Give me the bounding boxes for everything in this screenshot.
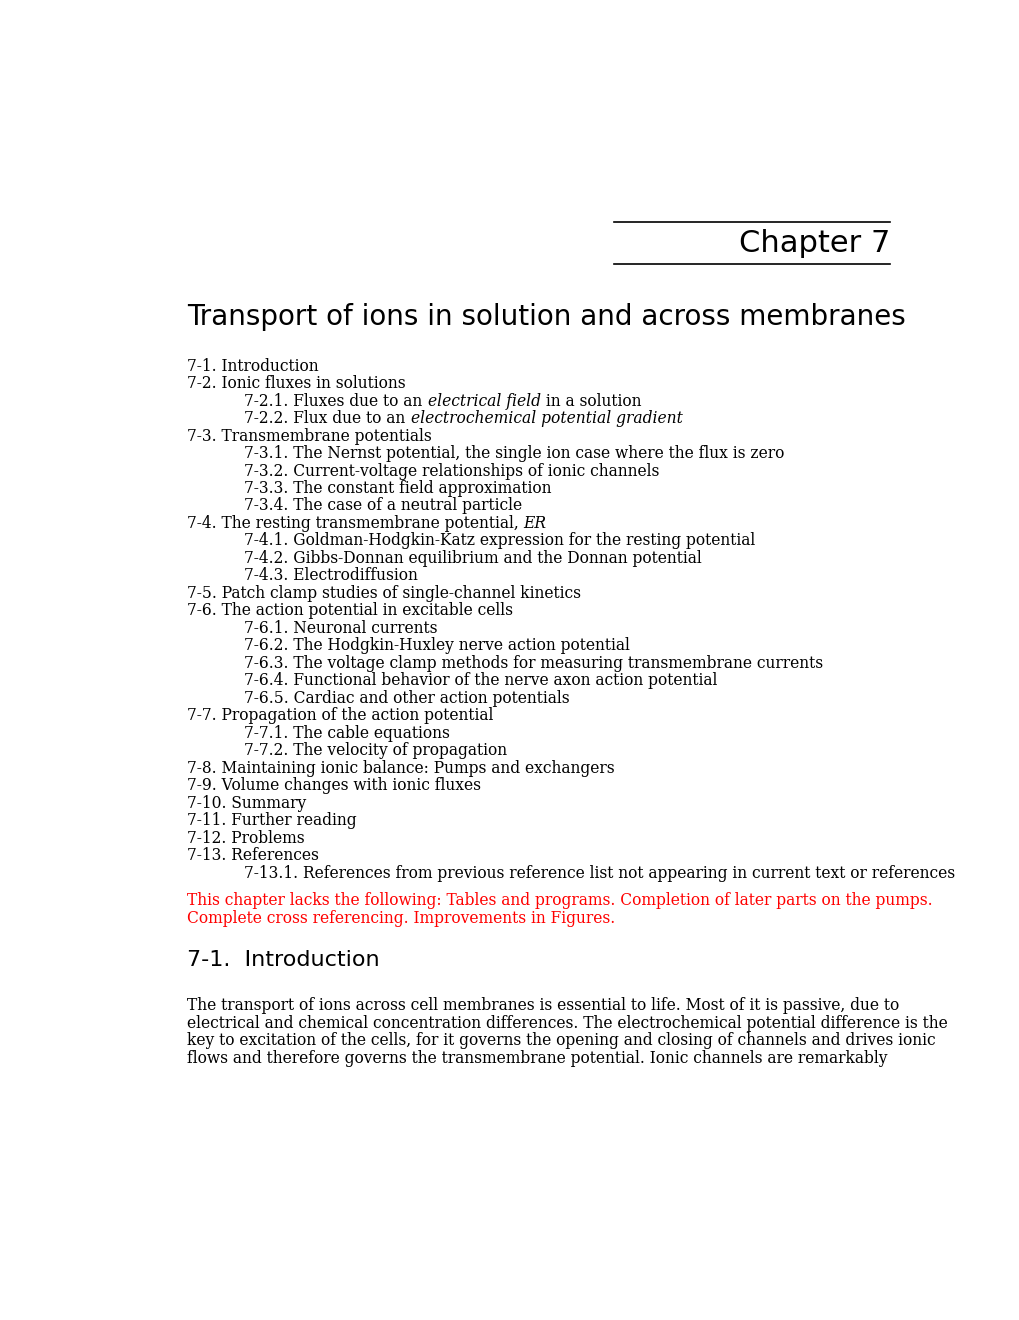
- Text: flows and therefore governs the transmembrane potential. Ionic channels are rema: flows and therefore governs the transmem…: [186, 1049, 887, 1067]
- Text: 7-9. Volume changes with ionic fluxes: 7-9. Volume changes with ionic fluxes: [186, 777, 480, 795]
- Text: 7-4.1. Goldman-Hodgkin-Katz expression for the resting potential: 7-4.1. Goldman-Hodgkin-Katz expression f…: [245, 532, 755, 549]
- Text: 7-2.2. Flux due to an: 7-2.2. Flux due to an: [245, 411, 411, 428]
- Text: in a solution: in a solution: [540, 392, 641, 409]
- Text: electrochemical potential gradient: electrochemical potential gradient: [411, 411, 682, 428]
- Text: 7-2. Ionic fluxes in solutions: 7-2. Ionic fluxes in solutions: [186, 375, 405, 392]
- Text: 7-6. The action potential in excitable cells: 7-6. The action potential in excitable c…: [186, 602, 513, 619]
- Text: 7-4. The resting transmembrane potential,: 7-4. The resting transmembrane potential…: [186, 515, 523, 532]
- Text: 7-1.  Introduction: 7-1. Introduction: [186, 950, 379, 970]
- Text: 7-5. Patch clamp studies of single-channel kinetics: 7-5. Patch clamp studies of single-chann…: [186, 585, 580, 602]
- Text: 7-4.2. Gibbs-Donnan equilibrium and the Donnan potential: 7-4.2. Gibbs-Donnan equilibrium and the …: [245, 550, 701, 566]
- Text: Transport of ions in solution and across membranes: Transport of ions in solution and across…: [186, 302, 905, 331]
- Text: key to excitation of the cells, for it governs the opening and closing of channe: key to excitation of the cells, for it g…: [186, 1032, 934, 1049]
- Text: 7-6.3. The voltage clamp methods for measuring transmembrane currents: 7-6.3. The voltage clamp methods for mea…: [245, 655, 822, 672]
- Text: 7-6.4. Functional behavior of the nerve axon action potential: 7-6.4. Functional behavior of the nerve …: [245, 672, 717, 689]
- Text: 7-12. Problems: 7-12. Problems: [186, 830, 304, 846]
- Text: 7-8. Maintaining ionic balance: Pumps and exchangers: 7-8. Maintaining ionic balance: Pumps an…: [186, 760, 613, 776]
- Text: 7-7.1. The cable equations: 7-7.1. The cable equations: [245, 725, 450, 742]
- Text: 7-6.5. Cardiac and other action potentials: 7-6.5. Cardiac and other action potentia…: [245, 690, 570, 706]
- Text: The transport of ions across cell membranes is essential to life. Most of it is : The transport of ions across cell membra…: [186, 997, 898, 1014]
- Text: 7-3.1. The Nernst potential, the single ion case where the flux is zero: 7-3.1. The Nernst potential, the single …: [245, 445, 784, 462]
- Text: 7-3.3. The constant field approximation: 7-3.3. The constant field approximation: [245, 480, 551, 498]
- Text: 7-7.2. The velocity of propagation: 7-7.2. The velocity of propagation: [245, 742, 507, 759]
- Text: 7-6.1. Neuronal currents: 7-6.1. Neuronal currents: [245, 620, 437, 636]
- Text: 7-3.4. The case of a neutral particle: 7-3.4. The case of a neutral particle: [245, 498, 522, 515]
- Text: This chapter lacks the following: Tables and programs. Completion of later parts: This chapter lacks the following: Tables…: [186, 892, 931, 909]
- Text: 7-1. Introduction: 7-1. Introduction: [186, 358, 318, 375]
- Text: 7-4.3. Electrodiffusion: 7-4.3. Electrodiffusion: [245, 568, 418, 585]
- Text: electrical and chemical concentration differences. The electrochemical potential: electrical and chemical concentration di…: [186, 1015, 947, 1032]
- Text: 7-10. Summary: 7-10. Summary: [186, 795, 306, 812]
- Text: 7-6.2. The Hodgkin-Huxley nerve action potential: 7-6.2. The Hodgkin-Huxley nerve action p…: [245, 638, 630, 655]
- Text: Complete cross referencing. Improvements in Figures.: Complete cross referencing. Improvements…: [186, 909, 614, 927]
- Text: 7-3.2. Current-voltage relationships of ionic channels: 7-3.2. Current-voltage relationships of …: [245, 462, 659, 479]
- Text: 7-2.1. Fluxes due to an: 7-2.1. Fluxes due to an: [245, 392, 427, 409]
- Text: 7-13.1. References from previous reference list not appearing in current text or: 7-13.1. References from previous referen…: [245, 865, 955, 882]
- Text: electrical field: electrical field: [427, 392, 540, 409]
- Text: 7-11. Further reading: 7-11. Further reading: [186, 812, 356, 829]
- Text: 7-13. References: 7-13. References: [186, 847, 318, 865]
- Text: Chapter 7: Chapter 7: [738, 228, 890, 257]
- Text: 7-7. Propagation of the action potential: 7-7. Propagation of the action potential: [186, 708, 492, 725]
- Text: 7-3. Transmembrane potentials: 7-3. Transmembrane potentials: [186, 428, 431, 445]
- Text: ER: ER: [523, 515, 546, 532]
